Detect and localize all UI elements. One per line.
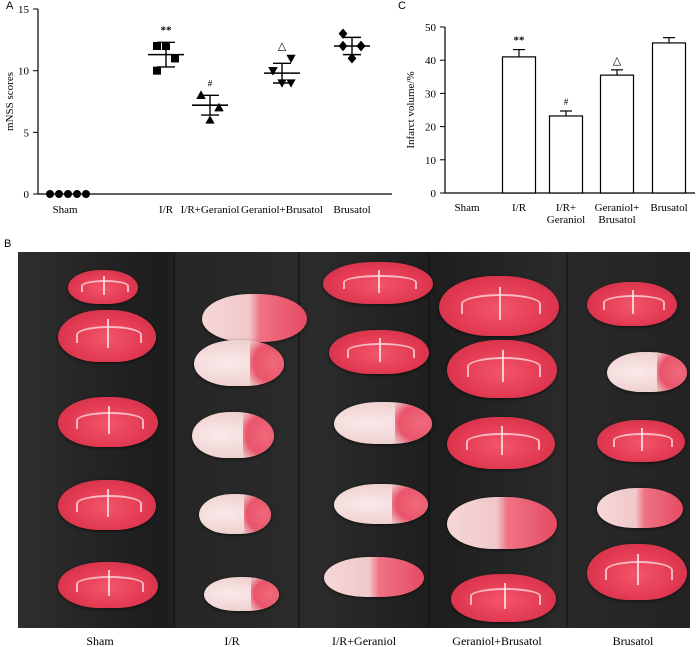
bar-c <box>548 115 584 194</box>
data-point-a <box>153 66 161 75</box>
y-tick-label-c: 0 <box>431 188 437 200</box>
data-point-a <box>286 54 296 64</box>
data-point-a <box>338 28 348 39</box>
bar-c <box>599 74 635 194</box>
photo-label-sham: Sham <box>86 634 114 647</box>
brain-slice <box>324 557 424 597</box>
y-tick-label-c: 20 <box>425 122 437 134</box>
significance-mark-c: # <box>564 97 569 107</box>
photo-label-geraniol-brusatol: Geraniol+Brusatol <box>452 634 542 647</box>
brain-slice <box>199 494 271 534</box>
x-tick-label-c: Sham <box>454 202 480 214</box>
significance-mark-c: △ <box>613 55 622 67</box>
panel-letter-a: A <box>6 0 14 12</box>
x-tick-label-c: I/R <box>512 202 527 214</box>
photo-label-ir-geraniol: I/R+Geraniol <box>331 634 397 647</box>
photo-label-ir: I/R <box>224 634 240 647</box>
brain-slice <box>323 262 433 304</box>
brain-slice <box>447 340 557 398</box>
brain-slice <box>447 497 557 549</box>
brain-slice <box>334 402 432 444</box>
y-tick-label-c: 10 <box>425 155 437 167</box>
y-tick-label-a: 10 <box>18 66 30 78</box>
significance-mark-a: △ <box>278 40 287 52</box>
x-tick-label-a: Sham <box>52 204 78 216</box>
x-tick-label-a: I/R <box>159 204 174 216</box>
significance-mark-c: ** <box>514 35 526 47</box>
y-tick-label-c: 50 <box>425 22 437 34</box>
chart-c-infarct: 0 10 20 30 40 50 Infarct volume/% Sham I/R ** I/R+… <box>405 22 695 226</box>
brain-slice <box>202 294 307 342</box>
chart-a-mnss: 0 5 10 15 mNSS scores Sham I/R ** I/R+Geraniol # G… <box>4 4 392 216</box>
y-axis-label-c: Infarct volume/% <box>405 71 417 148</box>
brain-slice <box>451 574 556 622</box>
photo-label-brusatol: Brusatol <box>612 634 654 647</box>
y-axis-label-a: mNSS scores <box>4 72 16 131</box>
brain-slice <box>58 397 158 447</box>
panel-letter-c: C <box>398 0 406 12</box>
brain-slice <box>439 276 559 336</box>
bar-c <box>651 42 687 194</box>
brain-slice <box>194 340 284 386</box>
ttc-photo-panel <box>18 252 690 628</box>
y-tick-label-c: 40 <box>425 55 437 67</box>
y-tick-label-a: 5 <box>24 127 30 139</box>
x-tick-label-c: Geraniol+ Brusatol <box>595 202 640 226</box>
significance-mark-a: ** <box>161 24 173 36</box>
data-point-a <box>55 190 63 198</box>
brain-slice <box>597 488 683 528</box>
brain-slice <box>58 562 158 608</box>
bar-c <box>501 56 537 194</box>
brain-slice <box>587 544 687 600</box>
data-point-a <box>171 54 179 63</box>
x-tick-label-c: Brusatol <box>650 202 687 214</box>
brain-slice <box>68 270 138 304</box>
significance-mark-a: # <box>208 78 213 88</box>
brain-slice <box>58 480 156 530</box>
data-point-a <box>347 53 357 64</box>
data-point-a <box>73 190 81 198</box>
data-point-a <box>214 102 224 112</box>
y-tick-label-a: 15 <box>18 4 30 16</box>
data-point-a <box>153 42 161 50</box>
brain-slice <box>587 282 677 326</box>
brain-slice <box>329 330 429 374</box>
brain-slice <box>597 420 685 462</box>
x-tick-label-a: Brusatol <box>333 204 370 216</box>
data-point-a <box>268 67 278 76</box>
brain-slice <box>192 412 274 458</box>
brain-slice <box>447 417 555 469</box>
x-tick-label-a: I/R+Geraniol <box>181 204 240 216</box>
data-point-a <box>205 115 215 124</box>
brain-slice <box>204 577 279 611</box>
brain-slice <box>607 352 687 392</box>
data-point-a <box>64 190 72 198</box>
brain-slice <box>58 310 156 362</box>
brain-slice <box>334 484 428 524</box>
data-point-a <box>82 190 90 198</box>
data-point-a <box>46 190 54 198</box>
x-tick-label-a: Geraniol+Brusatol <box>241 204 323 216</box>
y-tick-label-c: 30 <box>425 88 437 100</box>
panel-letter-b: B <box>4 238 12 250</box>
x-tick-label-c: I/R+ Geraniol <box>547 202 585 226</box>
y-tick-label-a: 0 <box>24 189 30 201</box>
